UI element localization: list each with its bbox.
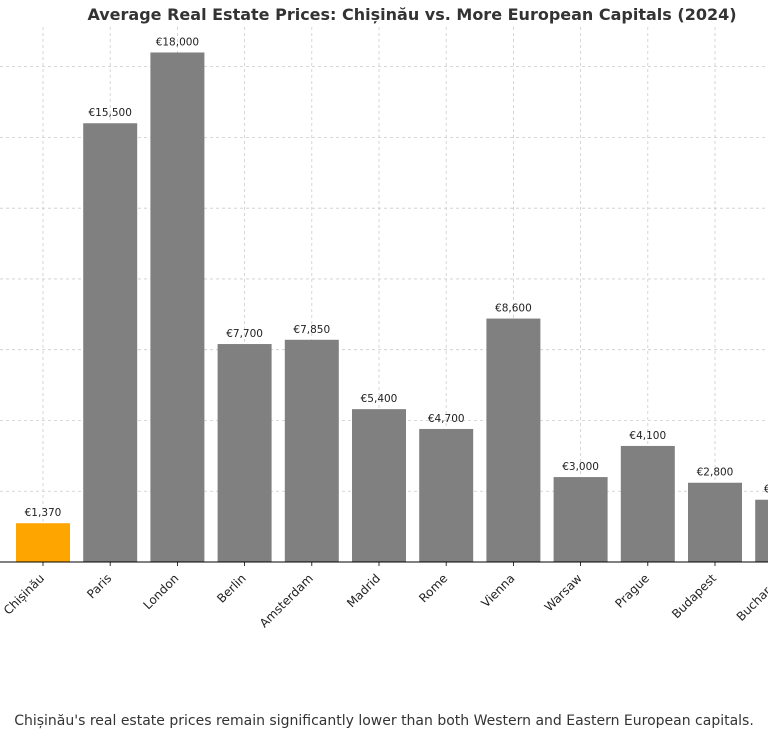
tick-label-berlin: Berlin: [214, 571, 249, 606]
bar-budapest: [688, 482, 742, 562]
value-label-vienna: €8,600: [495, 303, 532, 315]
bar-warsaw: [553, 477, 608, 562]
bar-bucharest: [755, 499, 768, 562]
bar-paris: [83, 123, 138, 563]
x-ticks: Chișinău Paris London Berlin Amsterdam Madrid…: [1, 562, 768, 630]
value-label-berlin: €7,700: [226, 328, 263, 340]
bar-prague: [620, 445, 675, 562]
chart-title: Average Real Estate Prices: Chișinău vs.…: [87, 5, 736, 24]
tick-label-madrid: Madrid: [344, 571, 383, 610]
bars: [16, 52, 768, 563]
tick-label-budapest: Budapest: [669, 571, 719, 621]
value-label-rome: €4,700: [428, 413, 465, 425]
tick-label-amsterdam: Amsterdam: [257, 571, 316, 630]
value-label-paris: €15,500: [88, 107, 131, 119]
chart-caption: Chișinău's real estate prices remain sig…: [14, 713, 754, 729]
tick-label-chisinau: Chișinău: [1, 571, 47, 617]
tick-label-paris: Paris: [84, 571, 114, 601]
value-label-bucharest: €2,200: [764, 484, 768, 496]
bar-london: [150, 52, 205, 562]
bar-rome: [419, 428, 474, 562]
value-label-amsterdam: €7,850: [293, 324, 330, 336]
bar-berlin: [217, 344, 272, 562]
bar-vienna: [486, 318, 541, 562]
value-labels: €1,370 €15,500 €18,000 €7,700 €7,850 €5,400 €4…: [25, 36, 768, 519]
tick-label-prague: Prague: [612, 571, 652, 611]
bar-chisinau: [16, 523, 70, 562]
bar-amsterdam: [284, 339, 339, 562]
value-label-prague: €4,100: [629, 430, 666, 442]
value-label-london: €18,000: [156, 36, 199, 48]
tick-label-bucharest: Bucharest: [734, 571, 768, 624]
tick-label-vienna: Vienna: [478, 571, 517, 610]
tick-label-london: London: [141, 571, 182, 612]
value-label-chisinau: €1,370: [25, 507, 62, 519]
tick-label-warsaw: Warsaw: [542, 571, 585, 614]
tick-label-rome: Rome: [416, 571, 450, 605]
value-label-budapest: €2,800: [697, 467, 734, 479]
value-label-madrid: €5,400: [361, 393, 398, 405]
bar-madrid: [352, 409, 406, 562]
value-label-warsaw: €3,000: [562, 461, 599, 473]
